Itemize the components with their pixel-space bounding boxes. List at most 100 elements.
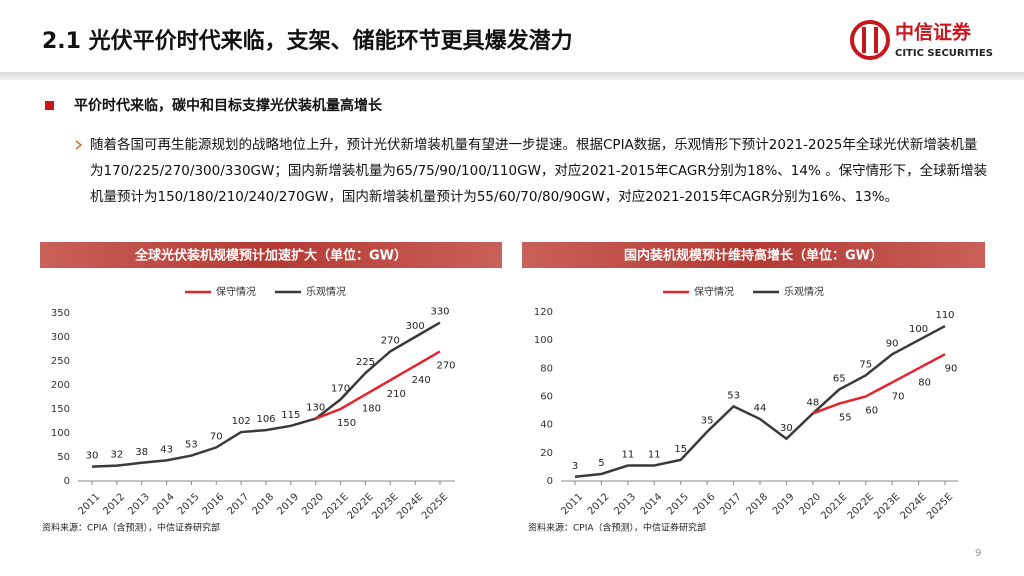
data-label: 106 (256, 414, 275, 425)
data-label: 90 (945, 363, 958, 374)
data-label: 35 (701, 416, 714, 427)
data-label: 130 (306, 403, 325, 414)
x-tick-label: 2025E (420, 491, 450, 521)
y-tick-label: 120 (534, 307, 553, 318)
series-line (812, 353, 946, 415)
x-tick-label: 2013 (126, 491, 152, 517)
x-tick-label: 2022E (846, 491, 876, 521)
y-tick-label: 100 (534, 335, 553, 346)
data-label: 30 (780, 423, 793, 434)
chart-title: 全球光伏装机规模预计加速扩大（单位：GW） (134, 248, 407, 264)
x-tick-label: 2016 (201, 491, 227, 517)
data-label: 100 (909, 324, 928, 335)
logo-en: CITIC SECURITIES (895, 48, 993, 59)
sub-bullet-icon (75, 140, 83, 150)
chart-banner (522, 242, 985, 268)
data-label: 5 (598, 458, 604, 469)
data-label: 80 (918, 377, 931, 388)
data-label: 150 (337, 418, 356, 429)
legend-label: 乐观情况 (784, 285, 824, 298)
x-tick-label: 2014 (151, 491, 177, 517)
x-tick-label: 2012 (101, 491, 127, 517)
chart-title: 国内装机规模预计维持高增长（单位：GW） (624, 248, 883, 264)
x-tick-label: 2016 (692, 491, 718, 517)
data-label: 53 (727, 390, 740, 401)
x-tick-label: 2021E (819, 491, 849, 521)
bullet-icon (45, 101, 54, 110)
x-tick-label: 2023E (370, 491, 400, 521)
data-label: 170 (331, 383, 350, 394)
data-label: 43 (160, 444, 173, 455)
data-label: 70 (892, 391, 905, 402)
data-label: 270 (381, 335, 400, 346)
data-label: 48 (806, 397, 819, 408)
legend-label: 保守情况 (694, 285, 734, 298)
data-label: 44 (754, 403, 767, 414)
data-label: 11 (621, 450, 634, 461)
y-tick-label: 20 (540, 448, 553, 459)
series-line (315, 350, 441, 420)
data-label: 180 (362, 404, 381, 415)
chart-source: 资料来源：CPIA（含预测），中信证券研究部 (528, 522, 706, 534)
bullet-text: 平价时代来临，碳中和目标支撑光伏装机量高增长 (74, 97, 383, 114)
y-tick-label: 350 (51, 308, 70, 319)
x-tick-label: 2013 (612, 491, 638, 517)
data-label: 115 (281, 410, 300, 421)
x-tick-label: 2017 (718, 491, 744, 517)
y-tick-label: 0 (64, 476, 70, 487)
x-tick-label: 2021E (321, 491, 351, 521)
y-tick-label: 60 (540, 392, 553, 403)
series-line (91, 321, 441, 468)
y-tick-label: 250 (51, 356, 70, 367)
data-label: 15 (674, 444, 687, 455)
x-tick-label: 2014 (639, 491, 665, 517)
y-tick-label: 300 (51, 332, 70, 343)
x-tick-label: 2019 (771, 491, 797, 517)
x-tick-label: 2018 (250, 491, 276, 517)
data-label: 38 (135, 447, 148, 458)
page-title: 2.1 光伏平价时代来临，支架、储能环节更具爆发潜力 (42, 28, 573, 54)
x-tick-label: 2017 (226, 491, 252, 517)
x-tick-label: 2015 (176, 491, 202, 517)
y-tick-label: 40 (540, 420, 553, 431)
data-label: 210 (387, 389, 406, 400)
data-label: 65 (833, 373, 846, 384)
x-tick-label: 2012 (586, 491, 612, 517)
x-tick-label: 2024E (899, 491, 929, 521)
y-tick-label: 50 (57, 452, 70, 463)
data-label: 11 (648, 450, 661, 461)
x-tick-label: 2011 (76, 491, 102, 517)
x-tick-label: 2024E (395, 491, 425, 521)
data-label: 60 (865, 406, 878, 417)
legend-label: 乐观情况 (306, 285, 346, 298)
x-tick-label: 2022E (345, 491, 375, 521)
y-tick-label: 100 (51, 428, 70, 439)
data-label: 55 (839, 413, 852, 424)
chart-source: 资料来源：CPIA（含预测），中信证券研究部 (42, 522, 220, 534)
x-tick-label: 2019 (275, 491, 301, 517)
y-tick-label: 80 (540, 363, 553, 374)
logo-cn: 中信证券 (895, 21, 972, 44)
data-label: 110 (935, 310, 954, 321)
chart-banner (40, 242, 502, 268)
paragraph: 随着各国可再生能源规划的战略地位上升，预计光伏新增装机量有望进一步提速。根据CP… (90, 137, 988, 205)
x-tick-label: 2015 (665, 491, 691, 517)
data-label: 300 (406, 321, 425, 332)
x-tick-label: 2018 (744, 491, 770, 517)
data-label: 225 (356, 357, 375, 368)
data-label: 75 (859, 359, 872, 370)
y-tick-label: 0 (547, 476, 553, 487)
data-label: 53 (185, 440, 198, 451)
x-tick-label: 2011 (559, 491, 585, 517)
legend-label: 保守情况 (216, 285, 256, 298)
x-tick-label: 2025E (925, 491, 955, 521)
data-label: 70 (210, 431, 223, 442)
data-label: 90 (886, 338, 899, 349)
data-label: 330 (430, 307, 449, 318)
x-tick-label: 2023E (872, 491, 902, 521)
page-number: 9 (975, 548, 981, 559)
data-label: 3 (572, 461, 578, 472)
header-rule (0, 72, 1024, 80)
